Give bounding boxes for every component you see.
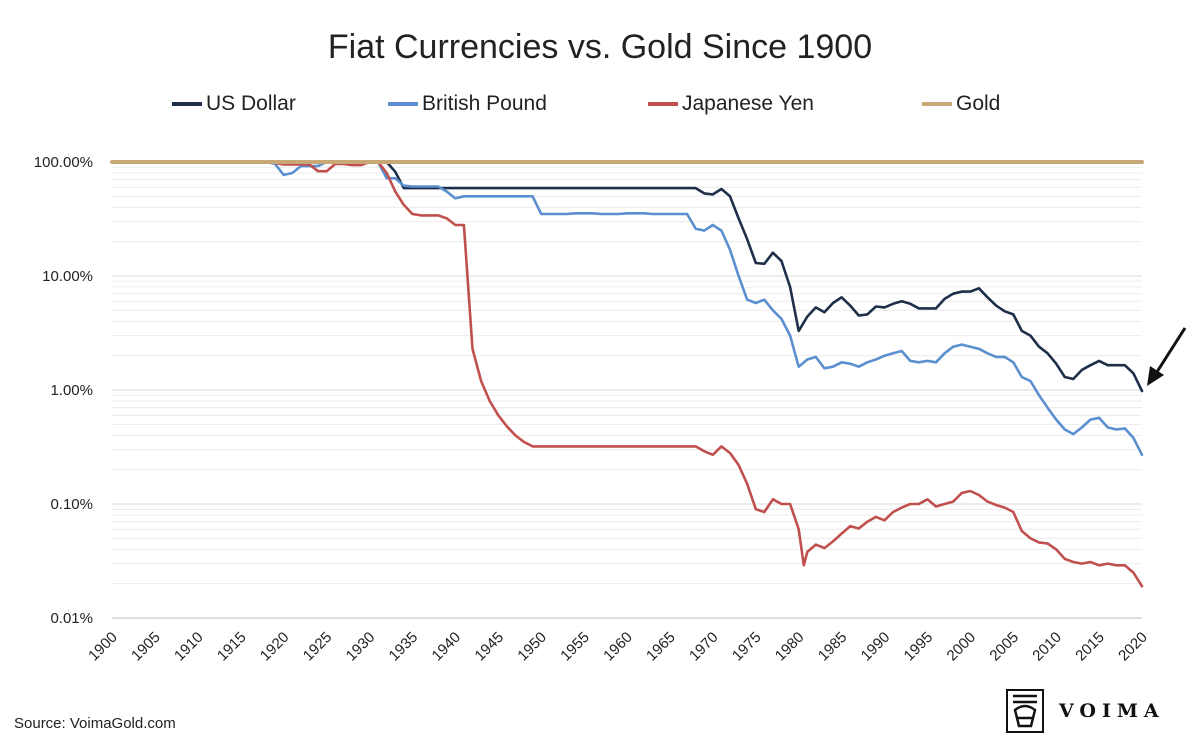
legend-item-gold: Gold bbox=[922, 92, 1000, 116]
y-tick-label: 100.00% bbox=[34, 154, 93, 171]
x-tick-label: 1915 bbox=[214, 629, 250, 665]
x-tick-label: 1930 bbox=[343, 629, 379, 665]
y-axis-ticks: 100.00% 10.00% 1.00% 0.10% 0.01% bbox=[34, 154, 93, 627]
legend-item-us-dollar: US Dollar bbox=[172, 92, 296, 116]
x-tick-label: 1920 bbox=[257, 629, 293, 665]
legend-item-japanese-yen: Japanese Yen bbox=[648, 92, 814, 116]
series-line-us-dollar bbox=[110, 160, 1144, 393]
legend-label: British Pound bbox=[422, 92, 547, 115]
source-note: Source: VoimaGold.com bbox=[14, 715, 176, 732]
x-tick-label: 1995 bbox=[901, 629, 937, 665]
x-tick-label: 1910 bbox=[171, 629, 207, 665]
x-tick-label: 1950 bbox=[514, 629, 550, 665]
x-tick-label: 1900 bbox=[85, 629, 121, 665]
legend-label: US Dollar bbox=[206, 92, 296, 115]
x-tick-label: 1945 bbox=[471, 629, 507, 665]
x-tick-label: 1905 bbox=[128, 629, 164, 665]
x-tick-label: 2020 bbox=[1115, 629, 1151, 665]
x-tick-label: 1965 bbox=[643, 629, 679, 665]
x-tick-label: 2005 bbox=[986, 629, 1022, 665]
x-tick-label: 1960 bbox=[600, 629, 636, 665]
voima-emblem-icon bbox=[1006, 689, 1044, 733]
legend-swatch bbox=[648, 102, 678, 106]
x-tick-label: 1980 bbox=[772, 629, 808, 665]
legend-label: Gold bbox=[956, 92, 1001, 115]
x-tick-label: 1925 bbox=[300, 629, 336, 665]
x-tick-label: 1990 bbox=[858, 629, 894, 665]
x-tick-label: 1940 bbox=[429, 629, 465, 665]
y-tick-label: 0.10% bbox=[50, 496, 93, 513]
chart-title: Fiat Currencies vs. Gold Since 1900 bbox=[327, 28, 873, 66]
y-tick-label: 10.00% bbox=[42, 268, 93, 285]
y-tick-label: 1.00% bbox=[50, 382, 93, 399]
legend: US Dollar British Pound Japanese Yen Gol… bbox=[0, 92, 1200, 122]
legend-label: Japanese Yen bbox=[682, 92, 814, 115]
x-tick-label: 2010 bbox=[1029, 629, 1065, 665]
x-axis-ticks: 1900 1905 1910 1915 1920 1925 1930 1935 1940 1945… bbox=[85, 629, 1151, 665]
legend-swatch bbox=[922, 102, 952, 106]
series-line-japanese-yen bbox=[110, 160, 1144, 588]
x-tick-label: 2015 bbox=[1072, 629, 1108, 665]
y-tick-label: 0.01% bbox=[50, 610, 93, 627]
gridlines bbox=[112, 161, 1142, 619]
voima-logo: VOIMA bbox=[1005, 688, 1165, 734]
x-tick-label: 1970 bbox=[686, 629, 722, 665]
legend-item-british-pound: British Pound bbox=[388, 92, 547, 116]
series-line-british-pound bbox=[110, 160, 1144, 457]
legend-swatch bbox=[172, 102, 202, 106]
legend-swatch bbox=[388, 102, 418, 106]
series-lines bbox=[110, 160, 1144, 588]
x-tick-label: 1975 bbox=[729, 629, 765, 665]
x-tick-label: 1935 bbox=[386, 629, 422, 665]
pointer-arrow-icon bbox=[1147, 327, 1187, 386]
x-tick-label: 2000 bbox=[944, 629, 980, 665]
x-tick-label: 1985 bbox=[815, 629, 851, 665]
logo-wordmark: VOIMA bbox=[1059, 700, 1165, 722]
x-tick-label: 1955 bbox=[557, 629, 593, 665]
